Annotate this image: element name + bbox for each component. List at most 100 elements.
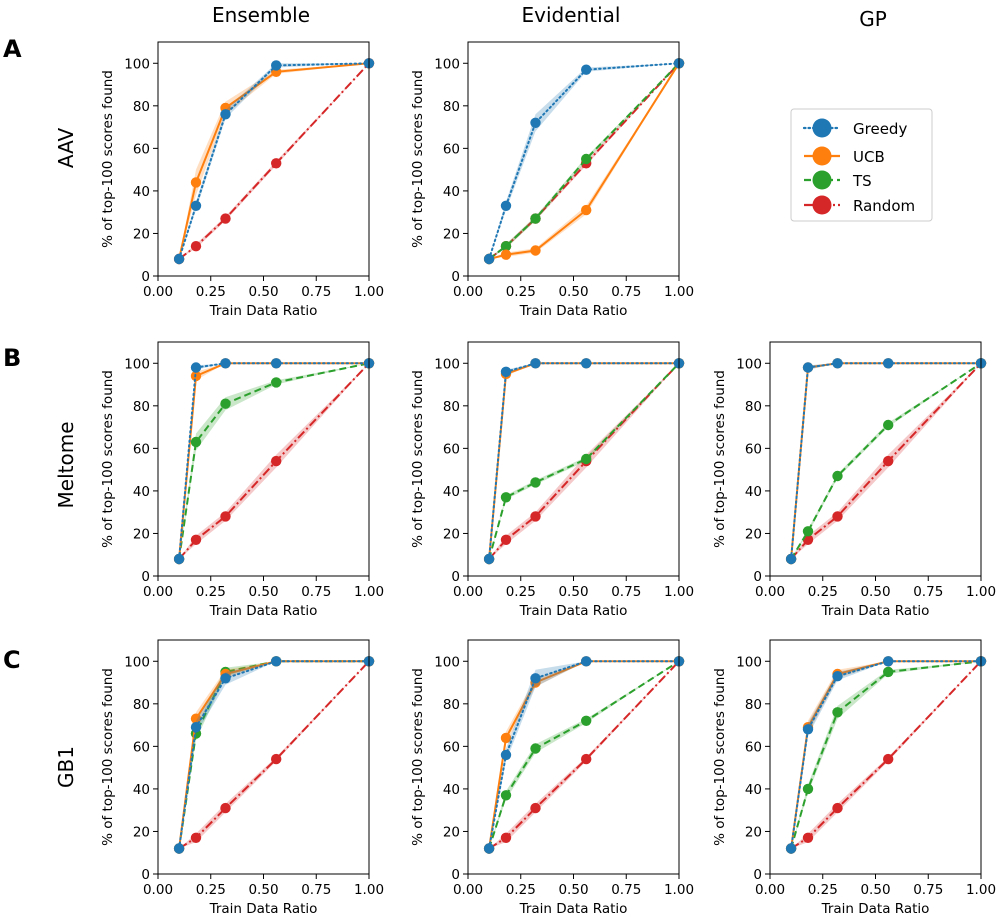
point-greedy (483, 843, 495, 854)
axes-frame (467, 41, 680, 277)
legend-entry-ucb: UCB (804, 146, 885, 166)
legend-marker-random (812, 195, 832, 215)
axes-frame (157, 639, 370, 875)
x-tick-label: 0.25 (506, 584, 536, 600)
point-greedy (190, 722, 202, 733)
point-greedy (581, 64, 592, 75)
y-tick-label: 80 (133, 99, 150, 115)
legend-marker-ucb (812, 146, 832, 166)
point-greedy (190, 200, 202, 211)
series-line-random (178, 660, 370, 850)
x-tick-label: 0.50 (558, 584, 588, 600)
point-ts (220, 398, 231, 409)
point-random (220, 213, 231, 224)
x-tick-label: 0.00 (453, 882, 483, 898)
point-random (832, 511, 843, 522)
point-ucb (530, 245, 541, 256)
point-random (883, 455, 894, 467)
panel-gb1-evidential-data (483, 656, 685, 854)
y-tick-label: 60 (745, 739, 762, 755)
point-greedy (173, 553, 185, 565)
series-line-random (488, 660, 680, 850)
legend-label-greedy: Greedy (853, 120, 907, 138)
point-ucb (500, 249, 512, 260)
x-tick-label: 0.75 (301, 882, 331, 898)
point-ts (802, 783, 814, 795)
x-tick-label: 0.75 (611, 284, 641, 300)
panel-aav-ensemble-data (173, 58, 375, 265)
x-tick-label: 1.00 (664, 882, 694, 898)
x-tick-label: 0.25 (196, 284, 226, 300)
y-tick-label: 40 (745, 484, 762, 500)
x-tick-label: 0.25 (196, 882, 226, 898)
y-tick-label: 60 (133, 441, 150, 457)
point-random (190, 534, 202, 545)
x-tick-label: 0.75 (301, 584, 331, 600)
y-axis-label: % of top-100 scores found (100, 70, 116, 248)
point-greedy (173, 843, 185, 854)
legend-entry-greedy: Greedy (802, 118, 907, 138)
y-tick-label: 0 (141, 569, 150, 585)
y-tick-label: 20 (443, 824, 460, 840)
y-tick-label: 60 (443, 739, 460, 755)
y-tick-label: 0 (141, 269, 150, 285)
y-tick-label: 100 (434, 654, 460, 670)
point-greedy (500, 200, 512, 211)
series-line-ts (790, 362, 982, 560)
panel-gb1-ensemble-data (173, 656, 375, 854)
y-tick-label: 100 (736, 356, 762, 372)
panel-aav-evidential-data (483, 58, 685, 265)
panel-gb1-ensemble: 0.00 0.25 0.50 0.75 1.00 0 20 40 60 80 100 Train Da… (100, 639, 384, 917)
point-ts (500, 492, 512, 503)
series-line-greedy (488, 660, 680, 850)
y-tick-label: 80 (443, 99, 460, 115)
column-title-evidential: Evidential (522, 3, 621, 27)
panel-meltome-gp: 0.00 0.25 0.50 0.75 1.00 0 20 40 60 80 100 Train Da… (712, 341, 996, 619)
point-ts (581, 153, 592, 165)
x-tick-label: 0.25 (506, 284, 536, 300)
point-random (271, 158, 282, 169)
point-random (220, 802, 231, 814)
x-tick-label: 1.00 (664, 284, 694, 300)
x-axis-label: Train Data Ratio (519, 901, 628, 917)
y-tick-label: 60 (443, 141, 460, 157)
point-random (832, 802, 843, 814)
panels: 0.00 0.25 0.50 0.75 1.00 0 20 40 60 80 100 Train Da… (100, 41, 996, 917)
y-tick-label: 100 (124, 654, 150, 670)
x-tick-label: 0.50 (558, 882, 588, 898)
point-random (190, 241, 202, 252)
point-ts (581, 715, 592, 726)
x-tick-label: 0.75 (913, 584, 943, 600)
point-ts (500, 241, 512, 252)
point-ts (530, 743, 541, 754)
x-axis-label: Train Data Ratio (209, 901, 318, 917)
y-tick-label: 100 (124, 56, 150, 72)
point-greedy (500, 366, 512, 377)
panel-aav-ensemble: 0.00 0.25 0.50 0.75 1.00 0 20 40 60 80 100 Train Da… (100, 41, 384, 319)
row-label-gb1: GB1 (54, 746, 78, 788)
panel-meltome-gp-data (785, 358, 987, 565)
x-tick-label: 1.00 (966, 584, 996, 600)
point-ucb (190, 177, 202, 188)
legend: Greedy UCB TS Random (790, 108, 933, 222)
point-greedy (173, 253, 185, 265)
x-tick-label: 0.25 (196, 584, 226, 600)
y-tick-label: 40 (745, 782, 762, 798)
series-line-random (790, 660, 982, 850)
point-random (220, 511, 231, 522)
point-random (271, 455, 282, 467)
legend-label-ucb: UCB (853, 148, 885, 166)
x-tick-label: 0.75 (913, 882, 943, 898)
y-tick-label: 40 (443, 484, 460, 500)
legend-marker-greedy (812, 118, 832, 138)
x-tick-label: 0.25 (808, 882, 838, 898)
y-tick-label: 40 (443, 184, 460, 200)
point-greedy (190, 362, 202, 373)
series-line-random (488, 62, 680, 260)
y-axis-label: % of top-100 scores found (410, 70, 426, 248)
point-ts (802, 526, 814, 537)
row-label-aav: AAV (54, 128, 78, 169)
x-tick-label: 0.00 (755, 882, 785, 898)
y-tick-label: 80 (133, 399, 150, 415)
